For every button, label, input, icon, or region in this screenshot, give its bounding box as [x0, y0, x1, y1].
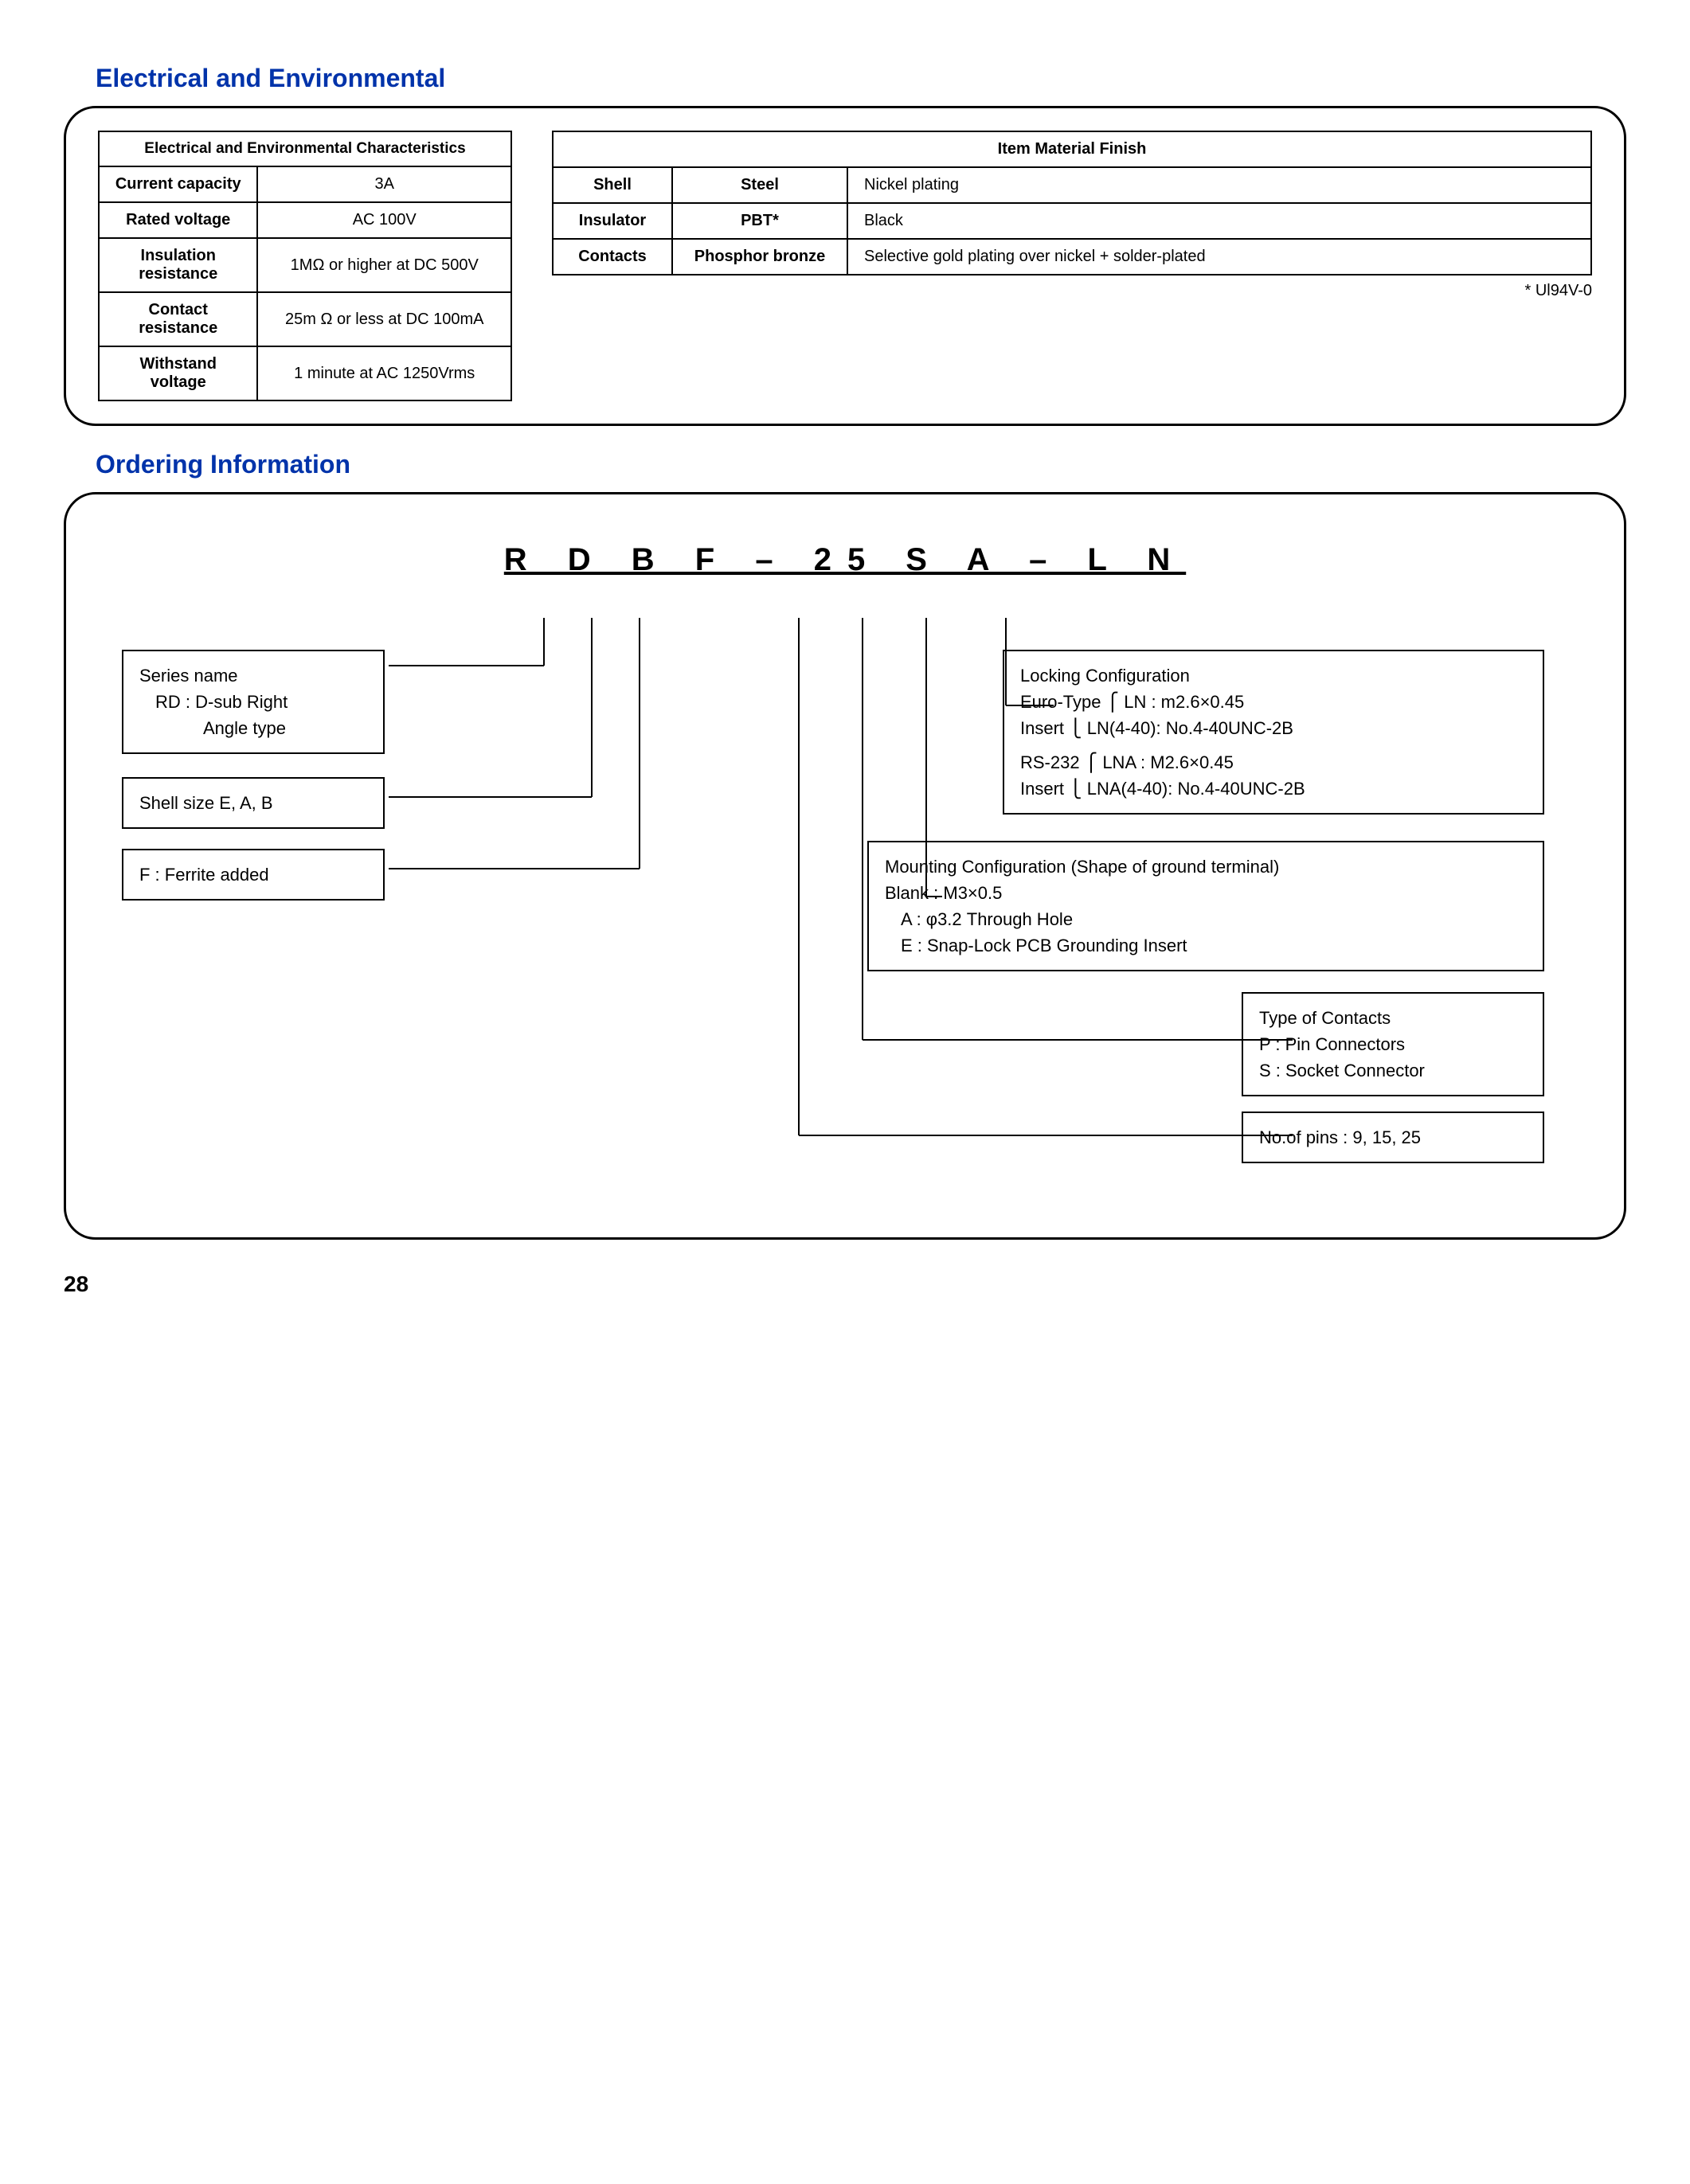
callout-title: Series name: [139, 666, 238, 686]
spec-label: Insulation resistance: [99, 238, 257, 292]
table-row: Contact resistance 25m Ω or less at DC 1…: [99, 292, 511, 346]
ordering-diagram: Series name RD : D-sub Right Angle type …: [98, 618, 1592, 1215]
mat-material: Steel: [672, 167, 847, 203]
spec-label: Rated voltage: [99, 202, 257, 238]
spec-value: 25m Ω or less at DC 100mA: [257, 292, 511, 346]
mat-material: PBT*: [672, 203, 847, 239]
spec-value: 3A: [257, 166, 511, 202]
callout-line: RD : D-sub Right: [155, 689, 367, 715]
ordering-code: R D B F – 25 S A – L N: [98, 542, 1592, 578]
spec-value: 1MΩ or higher at DC 500V: [257, 238, 511, 292]
spec-table-header: Electrical and Environmental Characteris…: [99, 131, 511, 166]
spec-table-wrap: Electrical and Environmental Characteris…: [98, 131, 512, 401]
callout-pin-count: No.of pins : 9, 15, 25: [1242, 1112, 1544, 1163]
table-row: Contacts Phosphor bronze Selective gold …: [553, 239, 1591, 275]
spec-table: Electrical and Environmental Characteris…: [98, 131, 512, 401]
callout-locking-config: Locking Configuration Euro-Type ⎧ LN : m…: [1003, 650, 1544, 815]
callout-line: Euro-Type ⎧ LN : m2.6×0.45: [1020, 689, 1527, 715]
mat-item: Contacts: [553, 239, 672, 275]
callout-line: Blank : M3×0.5: [885, 880, 1527, 906]
callout-line: Insert ⎩ LNA(4-40): No.4-40UNC-2B: [1020, 776, 1527, 802]
table-row: Withstand voltage 1 minute at AC 1250Vrm…: [99, 346, 511, 400]
material-table: Item Material Finish Shell Steel Nickel …: [552, 131, 1592, 275]
ordering-panel: R D B F – 25 S A – L N Series name RD : …: [64, 492, 1626, 1240]
callout-line: A : φ3.2 Through Hole: [901, 906, 1527, 932]
mat-item: Insulator: [553, 203, 672, 239]
table-row: Insulation resistance 1MΩ or higher at D…: [99, 238, 511, 292]
material-table-header: Item Material Finish: [553, 131, 1591, 167]
section-title-electrical: Electrical and Environmental: [96, 64, 1626, 93]
material-table-wrap: Item Material Finish Shell Steel Nickel …: [552, 131, 1592, 300]
callout-title: Locking Configuration: [1020, 666, 1190, 686]
callout-line: No.of pins : 9, 15, 25: [1259, 1127, 1421, 1147]
callout-shell-size: Shell size E, A, B: [122, 777, 385, 829]
callout-line: Angle type: [203, 715, 367, 741]
section-title-ordering: Ordering Information: [96, 450, 1626, 479]
callout-line: S : Socket Connector: [1259, 1057, 1527, 1084]
mat-item: Shell: [553, 167, 672, 203]
callout-contact-type: Type of Contacts P : Pin Connectors S : …: [1242, 992, 1544, 1096]
spec-label: Contact resistance: [99, 292, 257, 346]
material-note: * Ul94V-0: [552, 282, 1592, 300]
callout-line: E : Snap-Lock PCB Grounding Insert: [901, 932, 1527, 959]
callout-line: P : Pin Connectors: [1259, 1031, 1527, 1057]
callout-line: F : Ferrite added: [139, 865, 269, 885]
spec-label: Withstand voltage: [99, 346, 257, 400]
spec-value: AC 100V: [257, 202, 511, 238]
callout-line: RS-232 ⎧ LNA : M2.6×0.45: [1020, 749, 1527, 776]
mat-finish: Selective gold plating over nickel + sol…: [847, 239, 1591, 275]
callout-ferrite: F : Ferrite added: [122, 849, 385, 901]
table-row: Rated voltage AC 100V: [99, 202, 511, 238]
callout-series-name: Series name RD : D-sub Right Angle type: [122, 650, 385, 754]
mat-material: Phosphor bronze: [672, 239, 847, 275]
callout-line: Shell size E, A, B: [139, 793, 273, 813]
callout-mounting-config: Mounting Configuration (Shape of ground …: [867, 841, 1544, 971]
callout-line: Insert ⎩ LN(4-40): No.4-40UNC-2B: [1020, 715, 1527, 741]
table-row: Insulator PBT* Black: [553, 203, 1591, 239]
mat-finish: Nickel plating: [847, 167, 1591, 203]
electrical-panel: Electrical and Environmental Characteris…: [64, 106, 1626, 426]
page-number: 28: [64, 1272, 1626, 1297]
callout-title: Mounting Configuration (Shape of ground …: [885, 857, 1279, 877]
spec-value: 1 minute at AC 1250Vrms: [257, 346, 511, 400]
spec-label: Current capacity: [99, 166, 257, 202]
table-row: Shell Steel Nickel plating: [553, 167, 1591, 203]
callout-title: Type of Contacts: [1259, 1008, 1391, 1028]
mat-finish: Black: [847, 203, 1591, 239]
table-row: Current capacity 3A: [99, 166, 511, 202]
